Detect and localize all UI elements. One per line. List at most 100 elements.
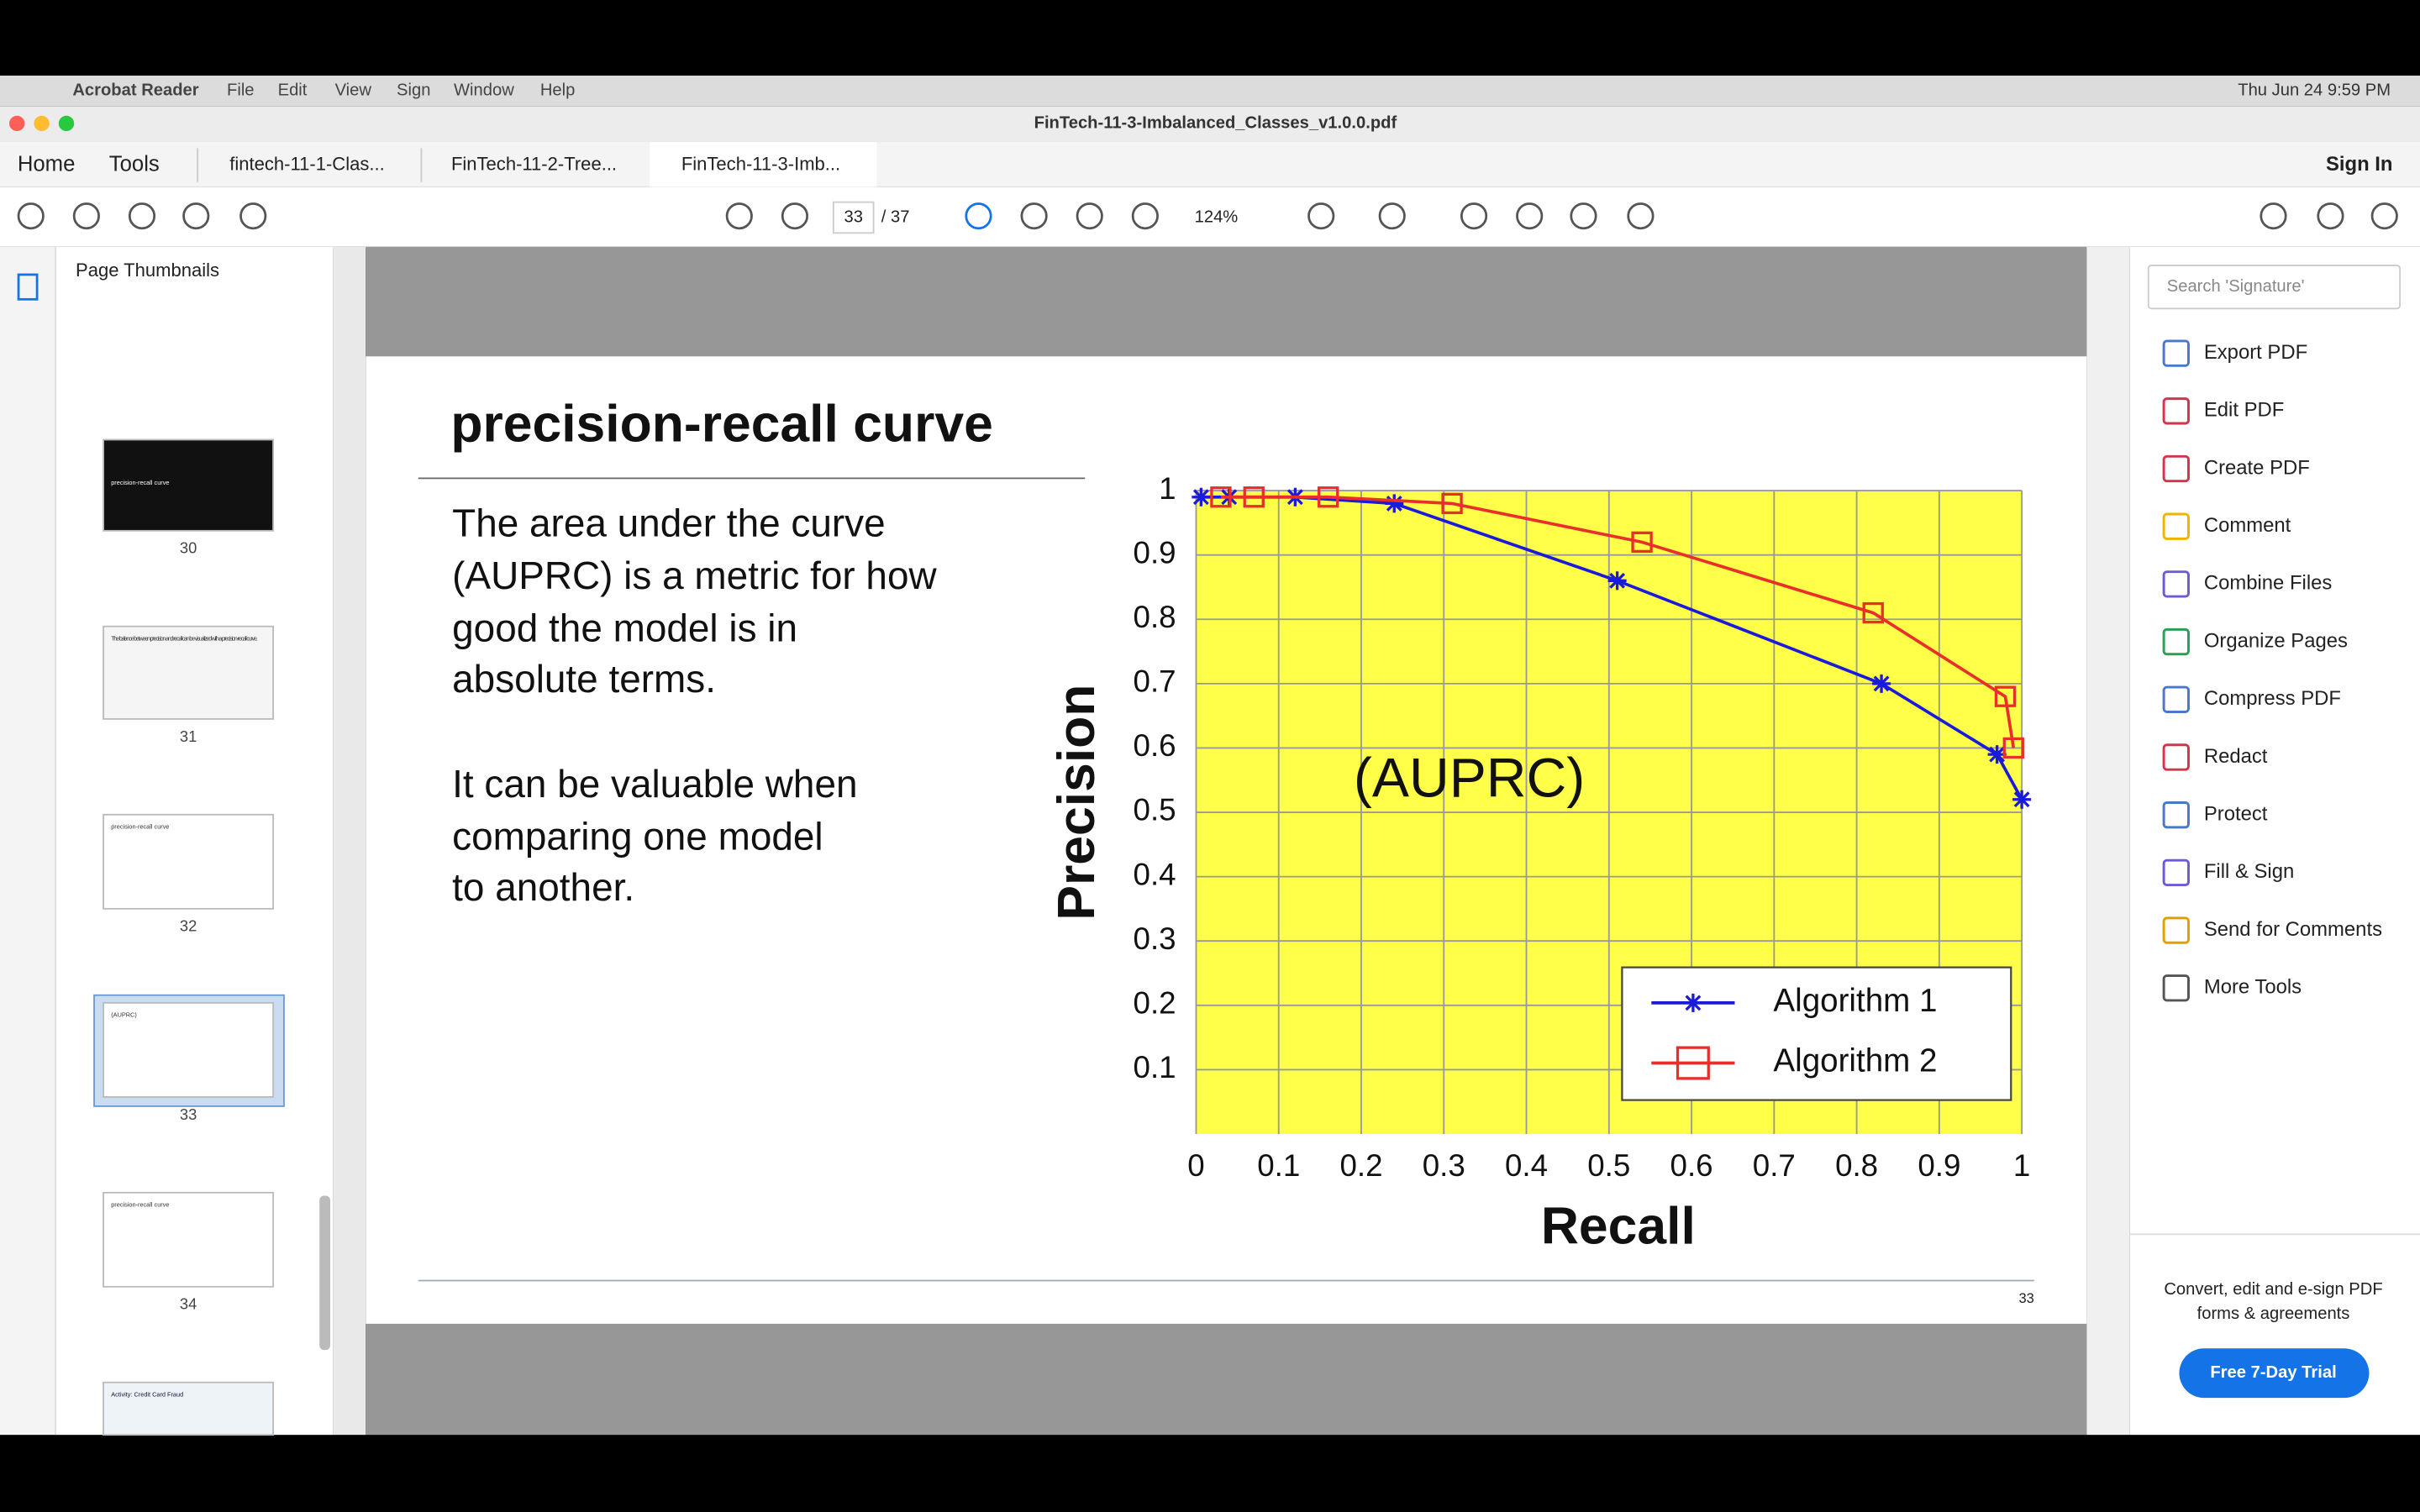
- toolbar-icon[interactable]: [725, 202, 753, 230]
- toolbar-icon[interactable]: [1131, 202, 1159, 230]
- tool-icon: [2162, 858, 2190, 887]
- x-tick-label: 0.5: [1587, 1148, 1630, 1183]
- thumbnail-text: Activity: Credit Card Fraud: [111, 1390, 183, 1398]
- thumbnail[interactable]: [103, 625, 275, 720]
- search-box[interactable]: [2147, 265, 2402, 310]
- toolbar-icon[interactable]: [1460, 202, 1488, 230]
- toolbar-icon[interactable]: [2317, 202, 2344, 230]
- toolbar-icon[interactable]: [239, 202, 267, 230]
- chart: 0 0.1 0.2 0.3 0.4 0.5 0.6 0.7 0.8 0.9 1 0.1 0.2 0.3 0.…: [1047, 471, 2032, 1255]
- toolbar-icon[interactable]: [17, 202, 45, 230]
- toolbar-icon[interactable]: [182, 202, 210, 230]
- thumbnail[interactable]: [103, 1381, 275, 1436]
- y-tick-label: 0.1: [1134, 1050, 1176, 1084]
- marker: [1441, 492, 1463, 515]
- toolbar-icon[interactable]: [1378, 202, 1406, 230]
- close-button[interactable]: [9, 115, 25, 132]
- toolbar: [0, 186, 2420, 247]
- marker: [1192, 487, 1211, 507]
- title-bar: [0, 106, 2420, 142]
- thumbnail[interactable]: [103, 1001, 275, 1098]
- paragraph-line: absolute terms.: [452, 657, 716, 701]
- active-tab[interactable]: [650, 141, 877, 187]
- x-tick-label: 0.1: [1257, 1148, 1300, 1183]
- y-axis-label: Precision: [1047, 685, 1106, 921]
- page-count: / 37: [881, 207, 910, 226]
- tool-item[interactable]: Send for Comments: [2204, 918, 2382, 941]
- promo-text: forms & agreements: [2197, 1305, 2350, 1323]
- thumbnail-text: precision-recall curve: [111, 1200, 169, 1208]
- marker: [1862, 601, 1884, 624]
- toolbar-icon[interactable]: [781, 202, 808, 230]
- collapse-strip[interactable]: [333, 246, 366, 1436]
- document-tab[interactable]: fintech-11-1-Clas...: [229, 153, 384, 174]
- panel-title: Page Thumbnails: [76, 260, 219, 281]
- tool-item[interactable]: Organize Pages: [2204, 629, 2348, 652]
- y-tick-label: 0.5: [1134, 793, 1176, 827]
- search-placeholder: Search 'Signature': [2167, 277, 2305, 296]
- x-tick-label: 0: [1187, 1148, 1204, 1183]
- tool-item[interactable]: Fill & Sign: [2204, 860, 2294, 883]
- thumbnail-text: (AUPRC): [111, 1011, 137, 1019]
- tool-item[interactable]: Combine Files: [2204, 572, 2333, 595]
- tool-icon: [2162, 339, 2190, 367]
- tool-item[interactable]: Create PDF: [2204, 456, 2310, 479]
- tool-item[interactable]: Export PDF: [2204, 341, 2307, 364]
- thumbnail[interactable]: [103, 813, 275, 910]
- y-tick-label: 0.8: [1134, 600, 1176, 634]
- minimize-button[interactable]: [34, 115, 50, 132]
- paragraph-line: comparing one model: [452, 814, 823, 858]
- toolbar-icon[interactable]: [2370, 202, 2398, 230]
- tool-item[interactable]: Redact: [2204, 745, 2268, 768]
- thumbnails-icon[interactable]: [17, 273, 39, 301]
- toolbar-icon[interactable]: [1570, 202, 1597, 230]
- marker: [1631, 531, 1653, 554]
- tool-icon: [2162, 974, 2190, 1002]
- nav-tab[interactable]: Home: [18, 152, 76, 176]
- tool-item[interactable]: Comment: [2204, 514, 2291, 537]
- document-tab[interactable]: FinTech-11-2-Tree...: [451, 153, 617, 174]
- toolbar-icon[interactable]: [1020, 202, 1048, 230]
- tool-icon: [2162, 801, 2190, 829]
- sign-in[interactable]: Sign In: [2326, 153, 2393, 176]
- zoom-button[interactable]: [58, 115, 75, 132]
- menu-item: Help: [540, 81, 576, 100]
- toolbar-icon[interactable]: [2260, 202, 2287, 230]
- marker: [1385, 494, 1404, 513]
- thumbnail[interactable]: [103, 438, 275, 532]
- toolbar-icon[interactable]: [128, 202, 156, 230]
- document-tab[interactable]: FinTech-11-3-Imb...: [681, 153, 840, 174]
- menu-bar: [0, 76, 2420, 107]
- thumbnail-scrollbar[interactable]: [319, 1195, 331, 1351]
- tools-panel: [2129, 246, 2420, 1436]
- x-tick-label: 0.3: [1423, 1148, 1465, 1183]
- thumbnail-label: 33: [180, 1105, 197, 1123]
- toolbar-icon[interactable]: [1076, 202, 1103, 230]
- y-tick-label: 0.6: [1134, 728, 1176, 763]
- tool-item[interactable]: Protect: [2204, 802, 2268, 825]
- page-input[interactable]: [832, 201, 875, 234]
- legend-label: Algorithm 1: [1773, 983, 1937, 1019]
- tool-item[interactable]: More Tools: [2204, 976, 2302, 999]
- tool-icon: [2162, 454, 2190, 483]
- x-tick-label: 0.6: [1670, 1148, 1713, 1183]
- toolbar-icon[interactable]: [1307, 202, 1335, 230]
- y-tick-label: 0.3: [1134, 921, 1176, 956]
- legend-label: Algorithm 2: [1773, 1043, 1937, 1079]
- thumbnail[interactable]: [103, 1191, 275, 1288]
- menu-item: Window: [454, 81, 514, 100]
- toolbar-icon[interactable]: [1516, 202, 1544, 230]
- y-tick-label: 0.9: [1134, 535, 1176, 570]
- tool-item[interactable]: Edit PDF: [2204, 399, 2284, 422]
- nav-tab[interactable]: Tools: [109, 152, 160, 176]
- thumbnail-label: 32: [180, 917, 197, 935]
- menu-item: View: [335, 81, 372, 100]
- tool-item[interactable]: Compress PDF: [2204, 687, 2341, 710]
- toolbar-icon[interactable]: [72, 202, 100, 230]
- x-tick-label: 0.8: [1835, 1148, 1878, 1183]
- toolbar-icon[interactable]: [965, 202, 992, 230]
- trial-button[interactable]: [2179, 1348, 2370, 1399]
- marker: [1607, 571, 1627, 591]
- toolbar-icon[interactable]: [1627, 202, 1655, 230]
